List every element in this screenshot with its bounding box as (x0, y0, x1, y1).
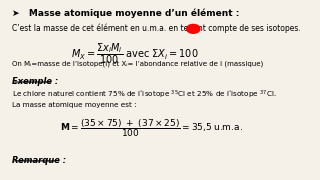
Text: La masse atomique moyenne est :: La masse atomique moyenne est : (12, 102, 137, 107)
Text: $\mathbf{M} = \dfrac{(35 \times 75) \ + \ (37 \times 25)}{100} = 35{,}5 \ \text{: $\mathbf{M} = \dfrac{(35 \times 75) \ + … (60, 118, 243, 139)
Circle shape (187, 24, 200, 33)
Text: ➤   Masse atomique moyenne d’un élément :: ➤ Masse atomique moyenne d’un élément : (12, 8, 239, 18)
Text: Le chlore naturel contient 75% de l’isotope $^{35}$Cl et 25% de l’isotope $^{37}: Le chlore naturel contient 75% de l’isot… (12, 89, 277, 101)
Text: Remarque :: Remarque : (12, 156, 66, 165)
Text: $M_X = \dfrac{\Sigma x_i M_i}{100}$ avec $\Sigma X_i=100$: $M_X = \dfrac{\Sigma x_i M_i}{100}$ avec… (71, 41, 198, 66)
Text: Exemple :: Exemple : (12, 77, 58, 86)
Text: C’est la masse de cet élément en u.m.a. en tenant compte de ses isotopes.: C’est la masse de cet élément en u.m.a. … (12, 24, 301, 33)
Text: On Mᵢ=masse de l’isotope(i) et Xᵢ= l’abondance relative de i (massique): On Mᵢ=masse de l’isotope(i) et Xᵢ= l’abo… (12, 61, 263, 67)
